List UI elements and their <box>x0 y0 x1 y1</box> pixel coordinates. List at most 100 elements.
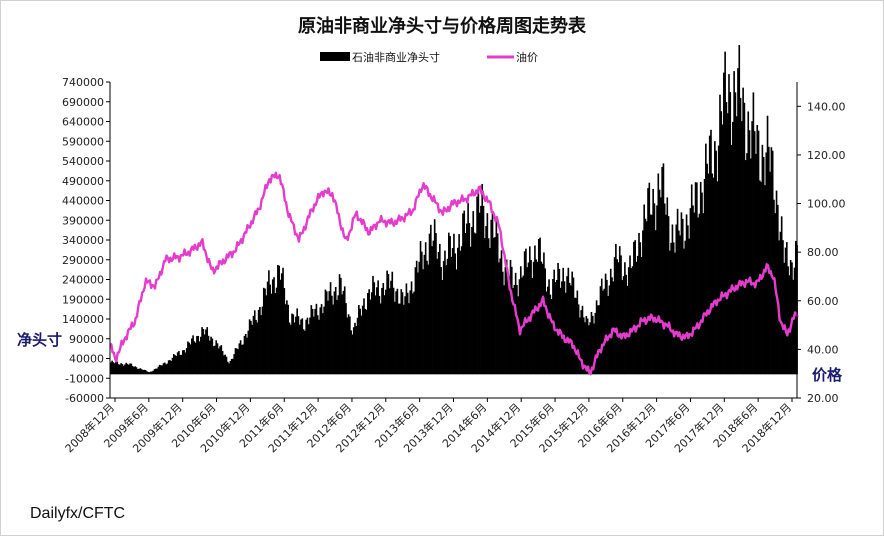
net-position-bar <box>460 246 463 375</box>
net-position-bar <box>545 291 548 375</box>
net-position-bar <box>770 147 773 375</box>
net-position-bar <box>563 281 566 375</box>
net-position-bar <box>358 304 360 375</box>
y-right-tick-label: 120.00 <box>807 149 846 162</box>
net-position-bar <box>639 242 642 375</box>
net-position-bar <box>415 260 418 375</box>
y-axis-left-label: 净头寸 <box>17 331 62 349</box>
net-position-bar <box>350 330 352 375</box>
net-position-bar <box>244 334 247 375</box>
net-position-bar <box>784 247 787 375</box>
net-position-bar <box>370 292 373 375</box>
net-position-bar <box>224 354 227 375</box>
net-position-bar <box>486 213 489 375</box>
net-position-bar <box>788 275 791 375</box>
net-position-bar <box>247 330 250 375</box>
net-position-bar <box>161 365 164 375</box>
net-position-bar <box>197 335 200 375</box>
net-position-bar <box>134 366 137 375</box>
net-position-bar <box>782 240 784 375</box>
net-position-bar <box>413 291 415 375</box>
net-position-bar <box>421 251 423 375</box>
net-position-bar <box>703 178 706 375</box>
net-position-bar <box>449 236 451 375</box>
legend-label-oil-price: 油价 <box>516 50 538 64</box>
net-position-bar <box>210 336 212 375</box>
net-position-bar <box>376 287 378 375</box>
y-right-tick-label: 80.00 <box>807 246 839 259</box>
net-position-bar <box>653 203 656 375</box>
net-position-bar <box>404 296 406 375</box>
net-position-bar <box>665 214 667 375</box>
net-position-bar <box>640 257 643 375</box>
net-position-bar <box>394 301 396 375</box>
net-position-bar <box>444 250 446 375</box>
net-position-bar <box>773 199 775 375</box>
net-position-bar <box>536 261 539 375</box>
net-position-bar <box>120 363 122 375</box>
net-position-bar <box>450 256 453 375</box>
net-position-bar <box>712 177 715 375</box>
net-position-bar <box>702 213 705 375</box>
net-position-bar <box>544 268 547 375</box>
net-position-bar <box>483 238 486 375</box>
net-position-bar <box>561 281 563 375</box>
net-position-bar <box>492 237 495 375</box>
net-position-bar <box>454 253 457 375</box>
net-position-bar <box>228 363 230 375</box>
net-position-bar <box>698 213 701 375</box>
net-position-bar <box>606 279 608 375</box>
net-position-bar <box>768 146 770 375</box>
net-position-bar <box>792 279 795 375</box>
net-position-bar <box>126 363 129 375</box>
net-position-bar <box>189 344 192 375</box>
net-position-bar <box>764 185 766 375</box>
net-position-bar <box>412 293 414 375</box>
net-position-bar <box>523 251 526 375</box>
net-position-bar <box>711 173 714 375</box>
net-position-bar <box>112 362 115 375</box>
net-position-bar <box>679 235 681 375</box>
net-position-bar <box>167 360 170 375</box>
net-position-bar <box>170 361 173 375</box>
net-position-bar <box>387 274 390 375</box>
net-position-bar <box>752 92 755 375</box>
net-position-bar <box>151 371 153 375</box>
net-position-bar <box>687 225 689 375</box>
net-position-bar <box>324 289 327 375</box>
net-position-bar <box>171 357 174 375</box>
net-position-bar <box>187 341 189 375</box>
oil-price-line <box>109 171 799 376</box>
net-position-bar <box>320 304 323 375</box>
net-position-bar <box>517 296 520 375</box>
net-position-bar <box>360 315 363 375</box>
net-position-bar <box>607 295 609 375</box>
net-position-bar <box>352 327 355 375</box>
net-position-bar <box>309 317 311 375</box>
net-position-bar <box>327 300 329 375</box>
net-position-bar <box>310 305 313 375</box>
net-position-bar <box>185 348 188 375</box>
net-position-bar <box>152 370 155 375</box>
net-position-bar <box>388 288 391 375</box>
net-position-bar <box>345 303 347 375</box>
net-position-bar <box>289 324 292 375</box>
net-position-bar <box>205 329 207 375</box>
y-left-tick-label: 90000 <box>69 333 104 346</box>
net-position-bar <box>437 251 440 375</box>
net-position-bar <box>647 188 649 375</box>
net-position-bar <box>399 303 401 375</box>
source-label: Dailyfx/CFTC <box>30 505 125 522</box>
net-position-bar <box>720 111 723 375</box>
net-position-bar <box>600 278 603 375</box>
net-position-bar <box>699 181 702 375</box>
net-position-bar <box>237 349 239 375</box>
net-position-bar <box>495 217 498 375</box>
net-position-bar <box>440 266 442 375</box>
net-position-bar <box>692 205 694 375</box>
net-position-bar <box>586 318 589 375</box>
y-left-tick-label: -10000 <box>65 372 104 385</box>
net-position-bar <box>217 348 220 375</box>
y-right-tick-label: 40.00 <box>807 343 839 356</box>
net-position-bar <box>265 295 268 375</box>
